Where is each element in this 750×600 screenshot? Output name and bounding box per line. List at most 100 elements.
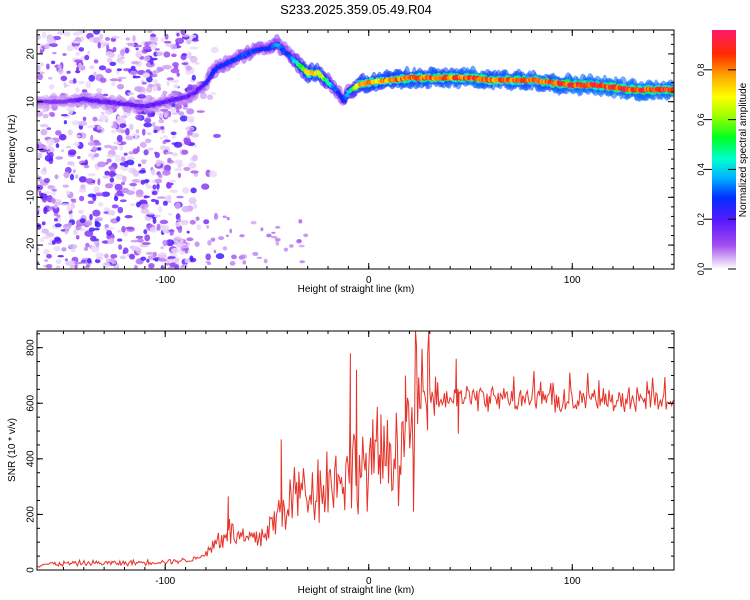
- spectrogram-ridge: [37, 34, 674, 115]
- heatmap-noise-blob: [158, 206, 163, 213]
- y-tick-label: 20: [26, 48, 37, 60]
- y-tick-label: 200: [26, 506, 37, 523]
- heatmap-noise-blob: [118, 244, 123, 250]
- heatmap-noise-blob: [69, 173, 75, 181]
- heatmap-noise-blob: [95, 88, 103, 93]
- heatmap-noise-blob: [274, 226, 281, 229]
- heatmap-noise-blob: [55, 259, 62, 265]
- y-tick-label: 0: [26, 146, 37, 152]
- heatmap-noise-blob: [170, 68, 180, 74]
- heatmap-noise-blob: [195, 62, 200, 65]
- heatmap-noise-blob: [181, 62, 189, 65]
- heatmap-ridge-core: [671, 87, 674, 92]
- heatmap-noise-blob: [119, 255, 127, 260]
- heatmap-noise-blob: [137, 94, 146, 99]
- heatmap-noise-blob: [37, 64, 41, 72]
- heatmap-noise-blob: [165, 151, 174, 155]
- heatmap-noise-blob: [53, 202, 62, 206]
- heatmap-noise-blob: [140, 208, 150, 214]
- heatmap-noise-blob: [175, 213, 181, 221]
- heatmap-noise-blob: [207, 240, 212, 246]
- colorbar-tick-label: 0.4: [696, 163, 706, 176]
- heatmap-noise-blob: [114, 183, 123, 191]
- x-tick-label: 100: [564, 576, 581, 587]
- heatmap-noise-blob: [166, 239, 175, 247]
- heatmap-noise-blob: [47, 185, 56, 190]
- heatmap-noise-blob: [106, 44, 110, 52]
- heatmap-noise-blob: [111, 259, 117, 265]
- heatmap-noise-blob: [112, 46, 117, 53]
- heatmap-noise-blob: [93, 186, 100, 194]
- heatmap-noise-blob: [74, 59, 83, 63]
- snr-panel: -100 0 100 0 200 400 600 800 Height of straight…: [7, 330, 675, 596]
- heatmap-noise-blob: [86, 264, 91, 268]
- heatmap-noise-blob: [43, 249, 50, 255]
- heatmap-noise-blob: [250, 221, 257, 225]
- heatmap-noise-blob: [135, 114, 143, 121]
- heatmap-noise-blob: [89, 65, 95, 70]
- heatmap-noise-blob: [43, 191, 51, 195]
- heatmap-noise-blob: [203, 219, 210, 225]
- heatmap-noise-blob: [40, 237, 44, 243]
- heatmap-noise-blob: [58, 67, 64, 75]
- heatmap-noise-blob: [145, 184, 153, 189]
- heatmap-noise-blob: [158, 67, 164, 72]
- heatmap-noise-blob: [104, 51, 114, 57]
- heatmap-noise-blob: [100, 111, 105, 115]
- heatmap-noise-blob: [54, 237, 61, 242]
- heatmap-noise-blob: [89, 213, 93, 221]
- x-tick-label: 100: [564, 275, 581, 286]
- heatmap-noise-blob: [111, 82, 116, 86]
- heatmap-noise-blob: [189, 255, 194, 262]
- heatmap-noise-blob: [162, 140, 167, 145]
- heatmap-noise-blob: [92, 36, 101, 44]
- heatmap-noise-blob: [51, 60, 56, 65]
- heatmap-noise-blob: [60, 75, 68, 82]
- heatmap-noise-blob: [37, 111, 44, 117]
- heatmap-noise-blob: [184, 258, 191, 264]
- figure-title: S233.2025.359.05.49.R04: [280, 2, 432, 17]
- heatmap-noise-blob: [189, 34, 197, 39]
- heatmap-noise-blob: [118, 141, 127, 146]
- heatmap-noise-blob: [207, 262, 212, 265]
- heatmap-noise-blob: [43, 206, 48, 215]
- heatmap-noise-blob: [71, 248, 76, 253]
- heatmap-noise-blob: [144, 179, 150, 183]
- heatmap-noise-blob: [39, 124, 49, 128]
- heatmap-noise-blob: [97, 147, 102, 151]
- heatmap-noise-blob: [41, 228, 49, 234]
- heatmap-noise-blob: [83, 246, 89, 251]
- heatmap-noise-blob: [222, 246, 228, 251]
- heatmap-noise-blob: [173, 84, 179, 89]
- heatmap-noise-blob: [169, 189, 178, 193]
- heatmap-noise-blob: [90, 134, 94, 142]
- heatmap-noise-blob: [57, 255, 64, 258]
- heatmap-noise-blob: [184, 249, 188, 254]
- heatmap-noise-blob: [210, 46, 219, 54]
- heatmap-noise-blob: [92, 209, 101, 217]
- heatmap-noise-blob: [68, 109, 74, 115]
- heatmap-noise-blob: [159, 219, 169, 225]
- heatmap-noise-blob: [167, 213, 173, 216]
- heatmap-noise-blob: [103, 144, 112, 149]
- heatmap-noise-blob: [299, 260, 306, 264]
- heatmap-noise-blob: [145, 138, 152, 144]
- heatmap-noise-blob: [141, 160, 146, 165]
- heatmap-noise-blob: [75, 235, 80, 240]
- heatmap-noise-blob: [60, 114, 69, 117]
- heatmap-noise-blob: [95, 192, 104, 197]
- heatmap-noise-blob: [242, 260, 247, 265]
- heatmap-noise-blob: [65, 145, 72, 149]
- heatmap-noise-blob: [146, 258, 150, 263]
- heatmap-noise-blob: [104, 36, 111, 41]
- heatmap-noise-blob: [183, 167, 191, 171]
- heatmap-noise-blob: [85, 178, 94, 184]
- heatmap-noise-blob: [189, 56, 198, 64]
- heatmap-noise-blob: [73, 45, 79, 51]
- heatmap-noise-blob: [78, 47, 85, 52]
- heatmap-noise-blob: [158, 258, 167, 262]
- heatmap-noise-blob: [170, 131, 177, 136]
- heatmap-noise-blob: [155, 159, 161, 167]
- heatmap-noise-blob: [171, 247, 180, 254]
- heatmap-noise-blob: [76, 66, 80, 74]
